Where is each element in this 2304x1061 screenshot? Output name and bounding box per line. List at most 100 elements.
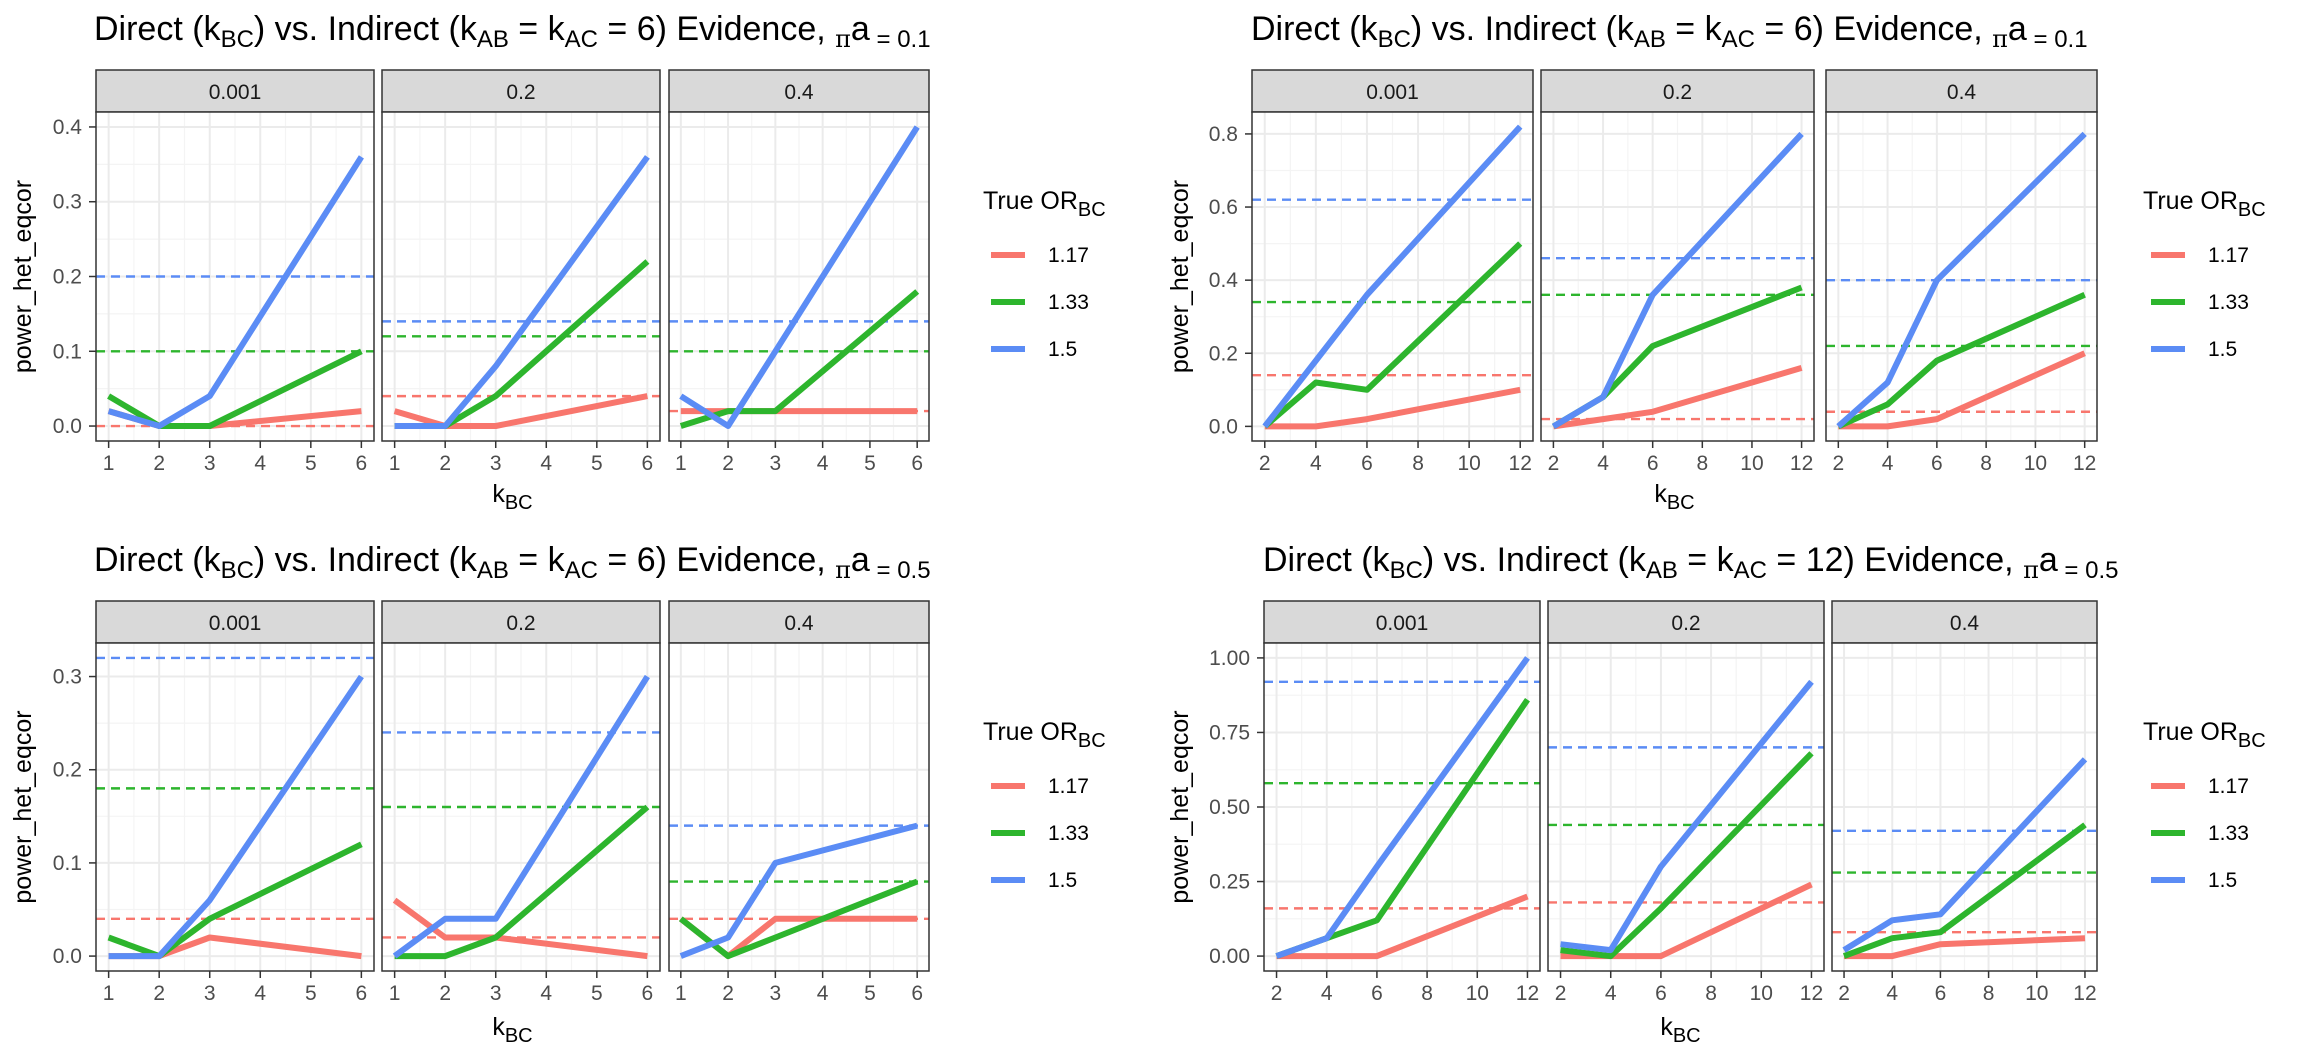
panel-border <box>95 642 375 972</box>
x-tick-label: 6 <box>1371 982 1383 1005</box>
text-part: Direct (k <box>1251 10 1379 48</box>
text-part: = k <box>1666 10 1723 48</box>
x-tick-label: 2 <box>1271 982 1283 1005</box>
subscript-text: AC <box>1722 26 1755 53</box>
y-tick-label: 0.0 <box>1209 415 1238 438</box>
subscript-text: BC <box>1078 730 1106 752</box>
text-part: True OR <box>983 187 1078 215</box>
x-tick-label: 2 <box>1832 452 1844 475</box>
x-tick-label: 8 <box>1412 452 1424 475</box>
y-tick-label: 0.1 <box>53 340 82 363</box>
y-tick-label: 0.4 <box>53 116 83 139</box>
text-part: a <box>851 541 870 579</box>
subscript-text: BC <box>221 557 254 584</box>
y-tick-label: 0.6 <box>1209 196 1238 219</box>
text-part: ) vs. Indirect (k <box>254 541 478 579</box>
facet-strip <box>95 600 375 644</box>
x-tick-label: 6 <box>911 452 923 475</box>
series-line-1.17 <box>1552 365 1803 430</box>
series-line-1.5 <box>392 674 650 959</box>
series-line-1.5 <box>108 674 364 960</box>
series-line-1.33 <box>394 804 650 960</box>
x-tick-label: 12 <box>1509 452 1532 475</box>
legend-label: 1.17 <box>1048 775 1089 798</box>
x-tick-label: 5 <box>591 452 603 475</box>
x-tick-label: 6 <box>642 452 654 475</box>
legend-item-1.33: 1.33 <box>991 291 1089 314</box>
legend-label: 1.33 <box>2208 822 2249 845</box>
series-line-1.5 <box>679 822 918 959</box>
legend-label: 1.33 <box>1048 822 1089 845</box>
x-tick-label: 4 <box>1321 982 1333 1005</box>
subscript-text: π <box>2023 556 2039 584</box>
text-part: k <box>1654 480 1667 508</box>
subscript-text: AC <box>1734 557 1767 584</box>
y-tick-label: 0.75 <box>1209 721 1250 744</box>
facet-strip <box>1251 69 1534 113</box>
legend-label: 1.5 <box>1048 869 1077 892</box>
x-tick-label: 6 <box>911 982 923 1005</box>
legend-item-1.5: 1.5 <box>991 338 1077 361</box>
series-line-1.33 <box>1262 241 1523 429</box>
legend-item-1.17: 1.17 <box>991 775 1089 798</box>
x-tick-label: 1 <box>675 982 687 1005</box>
y-tick-label: 0.4 <box>1209 269 1239 292</box>
y-tick-label: 0.2 <box>53 266 82 289</box>
chart-panel-3: Direct (kBC) vs. Indirect (kAB = kAC = 6… <box>9 541 1106 1047</box>
legend-item-1.33: 1.33 <box>991 822 1089 845</box>
series-line-1.5 <box>1560 679 1814 954</box>
facet-0.001: 0.001 1 2 3 4 5 6 <box>95 69 375 475</box>
subscript-text: BC <box>221 26 254 53</box>
series-line-1.5 <box>1836 131 2087 429</box>
x-tick-label: 2 <box>153 452 165 475</box>
facet-0.001: 0.001 2 4 6 8 10 12 <box>1251 69 1534 475</box>
x-tick-label: 8 <box>1705 982 1717 1005</box>
x-tick-label: 5 <box>864 982 876 1005</box>
x-tick-label: 4 <box>540 982 552 1005</box>
y-tick-label: 0.0 <box>53 415 82 438</box>
x-tick-label: 4 <box>1886 982 1898 1005</box>
legend-label: 1.17 <box>2208 775 2249 798</box>
x-tick-label: 10 <box>2024 452 2047 475</box>
y-tick-label: 0.2 <box>53 759 82 782</box>
chart-title: Direct (kBC) vs. Indirect (kAB = kAC = 6… <box>94 10 931 53</box>
y-tick-label: 0.25 <box>1209 871 1250 894</box>
chart-panel-4: Direct (kBC) vs. Indirect (kAB = kAC = 1… <box>1166 541 2266 1047</box>
text-part: Direct (k <box>94 541 222 579</box>
series-line-1.17 <box>1276 893 1529 960</box>
subscript-text: = 0.1 <box>870 26 931 53</box>
legend-item-1.5: 1.5 <box>991 869 1077 892</box>
subscript-text: AB <box>1634 26 1666 53</box>
x-tick-label: 6 <box>1931 452 1943 475</box>
x-tick-label: 4 <box>254 452 266 475</box>
subscript-text: BC <box>1390 557 1423 584</box>
chart-title: Direct (kBC) vs. Indirect (kAB = kAC = 6… <box>94 541 931 584</box>
legend-label: 1.17 <box>1048 244 1089 267</box>
x-tick-label: 2 <box>439 452 451 475</box>
series-line-1.5 <box>394 155 650 429</box>
facet-0.4: 0.4 2 4 6 8 10 12 <box>1825 69 2098 475</box>
facet-strip <box>1831 600 2098 644</box>
subscript-text: BC <box>1378 26 1411 53</box>
y-tick-label: 0.2 <box>1209 342 1238 365</box>
text-part: True OR <box>983 718 1078 746</box>
text-part: = 6) Evidence, <box>1755 10 1992 48</box>
facet-strip-label: 0.4 <box>784 612 814 635</box>
subscript-text: BC <box>505 1025 533 1047</box>
series-line-1.5 <box>1842 757 2088 953</box>
subscript-text: BC <box>2238 730 2266 752</box>
x-tick-label: 6 <box>356 982 368 1005</box>
subscript-text: AC <box>565 26 598 53</box>
x-axis-label: kBC <box>492 480 532 514</box>
x-tick-label: 4 <box>1310 452 1322 475</box>
panel-border <box>1251 111 1534 442</box>
series-line-1.5 <box>1275 656 1530 959</box>
facet-strip <box>668 69 930 113</box>
facet-strip-label: 0.4 <box>784 81 814 104</box>
panel-border <box>1831 642 2098 972</box>
x-tick-label: 5 <box>591 982 603 1005</box>
series-line-1.17 <box>1264 386 1521 430</box>
text-part: = 6) Evidence, <box>598 541 835 579</box>
x-tick-label: 5 <box>305 982 317 1005</box>
x-tick-label: 4 <box>1882 452 1894 475</box>
